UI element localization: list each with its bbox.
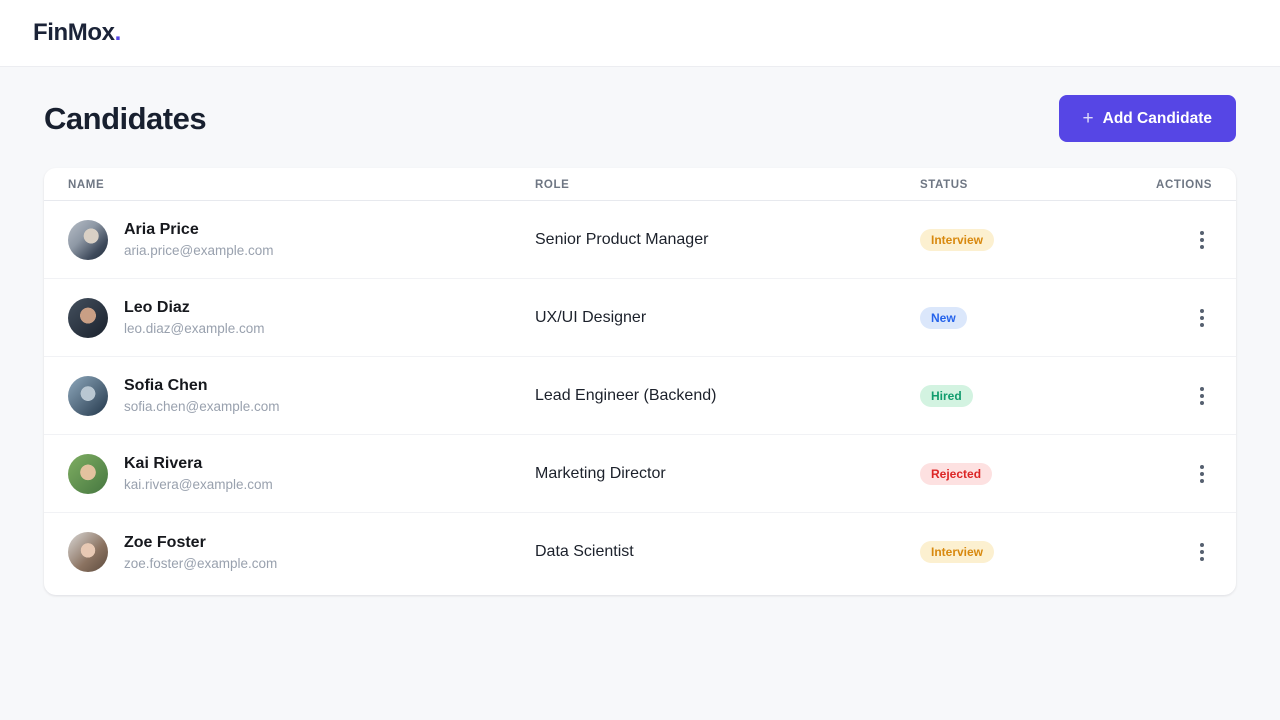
page-title: Candidates (44, 100, 207, 136)
column-header-actions: ACTIONS (1156, 179, 1212, 191)
row-actions-menu-button[interactable] (1188, 380, 1216, 412)
top-bar: FinMox. (0, 0, 1280, 67)
add-candidate-label: Add Candidate (1102, 109, 1212, 127)
avatar (68, 532, 108, 572)
column-header-status: STATUS (920, 179, 968, 191)
candidate-cell: Sofia Chen sofia.chen@example.com (68, 375, 535, 416)
plus-icon: + (1082, 107, 1094, 129)
avatar (68, 375, 108, 416)
avatar (68, 219, 108, 260)
candidate-email: aria.price@example.com (124, 243, 274, 258)
table-row: Zoe Foster zoe.foster@example.com Data S… (44, 513, 1236, 591)
brand-logo[interactable]: FinMox. (33, 19, 121, 47)
status-badge: Interview (920, 228, 995, 251)
candidates-table: NAME ROLE STATUS ACTIONS Aria Price aria… (44, 168, 1236, 595)
table-row: Leo Diaz leo.diaz@example.com UX/UI Desi… (44, 279, 1236, 357)
kebab-icon (1200, 230, 1204, 235)
add-candidate-button[interactable]: + Add Candidate (1058, 95, 1236, 142)
kebab-icon (1200, 464, 1204, 469)
status-badge: New (920, 306, 967, 329)
table-header-row: NAME ROLE STATUS ACTIONS (44, 168, 1236, 201)
brand-dot: . (114, 19, 122, 46)
avatar (68, 453, 108, 494)
candidate-name: Leo Diaz (124, 299, 190, 316)
candidate-email: leo.diaz@example.com (124, 321, 265, 336)
table-row: Kai Rivera kai.rivera@example.com Market… (44, 435, 1236, 513)
column-header-name: NAME (68, 179, 105, 191)
status-badge: Interview (920, 541, 995, 563)
brand-name: FinMox (33, 19, 115, 46)
main-content: Candidates + Add Candidate NAME ROLE STA… (0, 67, 1280, 595)
candidate-role: Senior Product Manager (535, 230, 709, 248)
avatar (68, 297, 108, 338)
page-header: Candidates + Add Candidate (44, 95, 1236, 142)
row-actions-menu-button[interactable] (1188, 302, 1216, 334)
candidate-email: sofia.chen@example.com (124, 399, 280, 414)
kebab-icon (1200, 386, 1204, 391)
table-row: Aria Price aria.price@example.com Senior… (44, 201, 1236, 279)
candidate-email: kai.rivera@example.com (124, 477, 273, 492)
candidate-cell: Aria Price aria.price@example.com (68, 219, 535, 260)
column-header-role: ROLE (535, 179, 570, 191)
table-row: Sofia Chen sofia.chen@example.com Lead E… (44, 357, 1236, 435)
row-actions-menu-button[interactable] (1188, 224, 1216, 256)
candidate-cell: Leo Diaz leo.diaz@example.com (68, 297, 535, 338)
row-actions-menu-button[interactable] (1188, 536, 1216, 568)
status-badge: Hired (920, 384, 973, 407)
candidate-name: Kai Rivera (124, 455, 203, 472)
kebab-icon (1200, 543, 1204, 547)
candidate-cell: Zoe Foster zoe.foster@example.com (68, 532, 535, 572)
candidate-role: Data Scientist (535, 543, 634, 560)
candidate-role: UX/UI Designer (535, 308, 647, 326)
candidate-name: Sofia Chen (124, 377, 208, 394)
candidate-cell: Kai Rivera kai.rivera@example.com (68, 453, 535, 494)
candidate-role: Lead Engineer (Backend) (535, 386, 717, 404)
kebab-icon (1200, 308, 1204, 313)
candidate-name: Zoe Foster (124, 533, 206, 551)
status-badge: Rejected (920, 462, 993, 485)
candidate-email: zoe.foster@example.com (124, 555, 278, 571)
row-actions-menu-button[interactable] (1188, 458, 1216, 490)
candidate-role: Marketing Director (535, 464, 666, 482)
candidate-name: Aria Price (124, 221, 199, 238)
